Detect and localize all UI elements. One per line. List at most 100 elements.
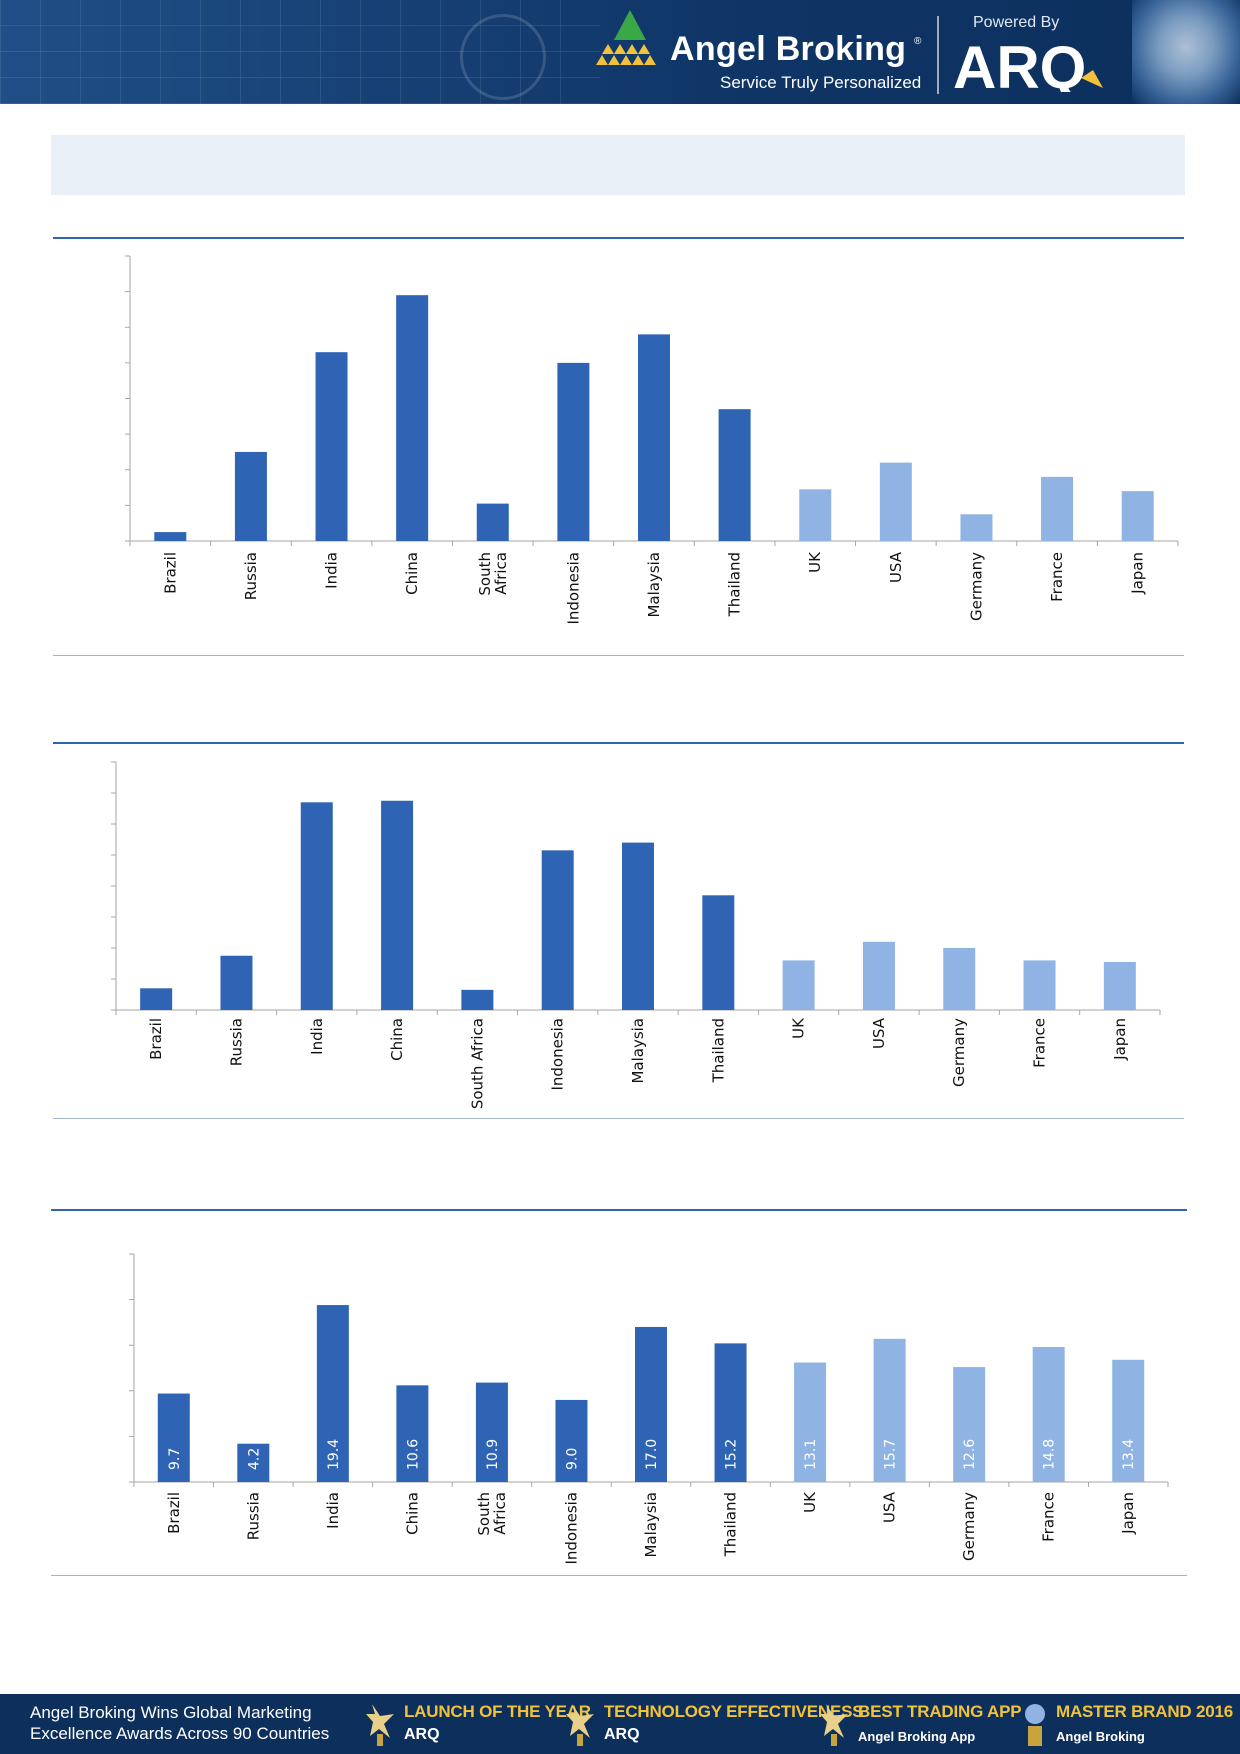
chart-2: Brazil Russia India China South Africa Indone… [111,761,1161,1109]
bar-indonesia [555,1399,588,1482]
x-tick-label: France [1040,1492,1058,1542]
bar-china [381,800,414,1010]
award-technology-effectiveness: TECHNOLOGY EFFECTIVENESS ARQ [566,1698,864,1750]
bar-value-label: 12.6 [962,1439,978,1470]
bar-indonesia [541,850,574,1010]
bar-value-label: 15.7 [883,1439,899,1470]
page-footer: Angel Broking Wins Global Marketing Exce… [0,1694,1240,1754]
bar-japan [1112,1359,1145,1482]
x-tick-label: Japan [1129,552,1147,595]
angel-broking-logo-icon [596,10,656,65]
trophy-star-icon [820,1704,848,1746]
trophy-star-icon [366,1704,394,1746]
chart3-bottom-rule [51,1575,1187,1576]
header-divider [937,16,939,94]
x-tick-label: South [476,552,494,596]
x-tick-label: Indonesia [549,1018,567,1091]
x-tick-label: Brazil [165,1492,183,1534]
x-tick-label: Germany [967,552,985,621]
bar-south-africa [461,989,494,1010]
bar-value-label: 9.0 [564,1448,580,1470]
bar-malaysia [635,1326,667,1482]
brand-tagline: Service Truly Personalized [720,73,922,92]
bar-russia [237,1443,270,1482]
bar-france [1023,960,1056,1010]
title-banner [51,135,1185,195]
bar-south-africa [475,1382,508,1482]
bar-malaysia [638,334,670,541]
bar-brazil [154,532,187,541]
footer-text-line-1: Angel Broking Wins Global Marketing [30,1703,312,1722]
award-subtitle: Angel Broking App [858,1729,976,1744]
award-title: LAUNCH OF THE YEAR [404,1702,591,1721]
x-tick-label: UK [806,551,824,573]
bar-india [316,1305,349,1482]
x-tick-label: Malaysia [642,1492,660,1558]
bar-russia [220,955,253,1010]
bar-germany [953,1367,986,1482]
bar-india [300,802,333,1010]
award-title: BEST TRADING APP [858,1702,1022,1721]
arq-logo-text: ARQ [953,34,1086,92]
award-title: TECHNOLOGY EFFECTIVENESS [604,1702,864,1721]
x-tick-label: Malaysia [629,1018,647,1084]
x-tick-label: USA [887,551,905,583]
x-tick-label: China [403,1492,421,1535]
award-launch-of-the-year: LAUNCH OF THE YEAR ARQ [366,1698,591,1750]
arq-logo: ARQ [953,34,1103,92]
award-best-trading-app: BEST TRADING APP Angel Broking App [820,1698,1022,1750]
bar-value-label: 4.2 [246,1448,262,1470]
x-tick-label: China [403,552,421,595]
x-tick-label: UK [790,1017,808,1039]
bar-value-label: 13.4 [1121,1439,1137,1470]
brand-name: Angel Broking [670,30,907,68]
x-tick-label: France [1048,552,1066,602]
bar-uk [782,960,815,1010]
x-tick-label: UK [801,1491,819,1513]
bar-uk [794,1362,827,1482]
bar-usa [879,462,912,541]
bar-usa [873,1338,906,1482]
bar-value-label: 10.6 [405,1439,421,1470]
chart2-bottom-rule [53,1118,1184,1119]
award-master-brand-2016: MASTER BRAND 2016 Angel Broking [1018,1698,1233,1750]
bar-thailand [702,895,735,1010]
x-tick-label: Russia [227,1018,245,1066]
chart1-bottom-rule [53,655,1184,656]
bar-brazil [157,1393,190,1482]
footer-text-line-2: Excellence Awards Across 90 Countries [30,1724,330,1743]
bar-value-label: 19.4 [326,1439,342,1470]
x-tick-label: Japan [1111,1018,1129,1061]
x-tick-label: Thailand [722,1492,740,1557]
x-tick-label: Africa [492,552,510,595]
x-tick-label: Thailand [709,1018,727,1083]
bar-usa [862,941,895,1010]
x-tick-label: India [308,1018,326,1055]
x-tick-label: France [1031,1018,1049,1068]
x-tick-label: China [388,1018,406,1061]
bar-japan [1121,491,1154,541]
bar-russia [234,451,267,541]
globe-trophy-icon [1025,1704,1045,1746]
chart1-top-rule [53,237,1184,239]
chart-3: 9.7 Brazil 4.2 Russia 19.4 India 10.6 China 10.9… [129,1253,1169,1565]
chart3-top-rule [51,1209,1187,1211]
header-robot-face-image [1132,0,1240,104]
x-tick-label: Thailand [726,552,744,617]
x-tick-label: South [475,1492,493,1536]
bar-value-label: 17.0 [644,1439,660,1470]
bar-china [396,1385,429,1482]
x-tick-label: Malaysia [645,552,663,618]
bar-malaysia [622,842,654,1010]
x-tick-label: Brazil [147,1018,165,1060]
bar-thailand [714,1343,747,1482]
bar-china [396,295,429,541]
trophy-star-icon [566,1704,594,1746]
bar-value-label: 10.9 [485,1439,501,1470]
bar-germany [943,948,976,1010]
award-subtitle: ARQ [604,1726,640,1743]
bar-value-label: 15.2 [724,1439,740,1470]
bar-value-label: 13.1 [803,1439,819,1470]
bar-france [1032,1347,1065,1482]
x-tick-label: USA [881,1491,899,1523]
